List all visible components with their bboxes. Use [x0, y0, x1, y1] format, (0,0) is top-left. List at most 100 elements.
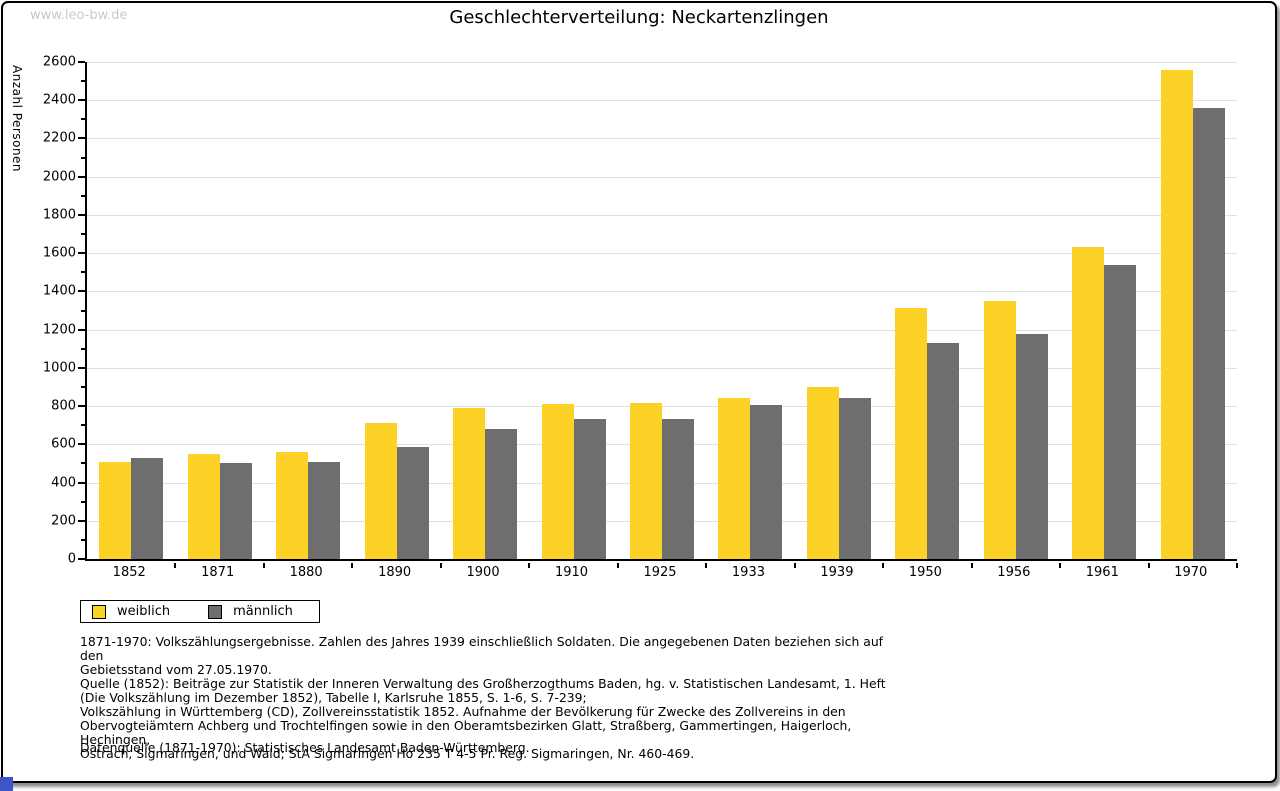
- x-tick-label-1970: 1970: [1174, 565, 1208, 580]
- bar-männlich-1970: [1192, 107, 1225, 559]
- y-tick-label-1400: 1400: [42, 283, 76, 299]
- y-tick-1800: [78, 213, 85, 216]
- footnote-line-4: (Die Volkszählung im Dezember 1852), Tab…: [80, 690, 587, 705]
- y-tick-label-1800: 1800: [42, 207, 76, 223]
- x-tick-label-1871: 1871: [201, 565, 235, 580]
- y-tick-label-400: 400: [51, 475, 76, 491]
- y-tick-label-600: 600: [51, 436, 76, 452]
- bar-männlich-1933: [750, 405, 783, 559]
- y-tick-label-800: 800: [51, 398, 76, 414]
- x-tick-1925: [705, 563, 708, 568]
- footnotes: 1871-1970: Volkszählungsergebnisse. Zahl…: [80, 635, 910, 761]
- bar-männlich-1890: [396, 447, 429, 559]
- y-tick-2500: [81, 80, 85, 83]
- y-tick-label-2400: 2400: [42, 92, 76, 108]
- footnote-line-6: Obervogteiämtern Achberg und Trochtelfin…: [80, 718, 852, 747]
- y-tick-1400: [78, 290, 85, 293]
- y-tick-label-1200: 1200: [42, 322, 76, 338]
- legend-entry-weiblich: weiblich: [92, 604, 170, 619]
- y-tick-200: [78, 519, 85, 522]
- watermark: www.leo-bw.de: [30, 8, 128, 23]
- bar-weiblich-1852: [99, 461, 132, 559]
- y-tick-1500: [81, 271, 85, 274]
- plot-area: [78, 61, 1238, 568]
- x-tick-label-1890: 1890: [378, 565, 412, 580]
- x-tick-1970: [1236, 563, 1238, 568]
- bar-weiblich-1910: [541, 404, 574, 559]
- bar-weiblich-1961: [1072, 247, 1105, 559]
- y-tick-500: [81, 462, 85, 465]
- bar-männlich-1939: [838, 398, 871, 559]
- gridline-1400: [87, 291, 1237, 293]
- bar-männlich-1956: [1015, 334, 1048, 559]
- y-tick-0: [78, 558, 85, 560]
- bar-männlich-1925: [662, 419, 694, 559]
- footnote-line-7: Ostrach, Sigmaringen, und Wald; StA Sigm…: [80, 746, 695, 761]
- gridline-800: [87, 406, 1237, 408]
- x-tick-1939: [882, 563, 885, 568]
- x-tick-1900: [528, 563, 531, 568]
- bar-weiblich-1880: [276, 451, 309, 559]
- y-tick-2000: [78, 175, 85, 178]
- x-tick-label-1880: 1880: [289, 565, 323, 580]
- bar-weiblich-1925: [630, 403, 662, 559]
- x-tick-label-1950: 1950: [908, 565, 942, 580]
- legend: weiblich männlich: [80, 600, 320, 623]
- legend-entry-maennlich: männlich: [208, 604, 293, 619]
- gridline-1600: [87, 253, 1237, 255]
- bar-männlich-1950: [927, 343, 960, 559]
- legend-swatch-weiblich: [92, 604, 106, 619]
- y-tick-label-200: 200: [51, 513, 76, 529]
- footnote-line-3: Quelle (1852): Beiträge zur Statistik de…: [80, 676, 886, 691]
- bar-männlich-1961: [1104, 264, 1137, 559]
- x-axis-tick-labels: 1852 1871 1880 1890 1900 1910 1925 1933 1939 1950…: [85, 565, 1235, 583]
- y-tick-1600: [78, 252, 85, 255]
- y-tick-800: [78, 405, 85, 408]
- y-tick-label-2600: 2600: [42, 54, 76, 70]
- gridline-1000: [87, 367, 1237, 369]
- x-tick-label-1910: 1910: [554, 565, 589, 580]
- y-tick-700: [81, 424, 85, 427]
- x-tick-label-1956: 1956: [997, 565, 1031, 580]
- y-tick-600: [78, 443, 85, 446]
- y-tick-label-1000: 1000: [42, 360, 76, 376]
- bar-weiblich-1933: [718, 398, 751, 559]
- x-tick-1910: [616, 563, 619, 568]
- x-tick-1852: [174, 563, 177, 568]
- x-tick-label-1925: 1925: [643, 565, 677, 580]
- y-tick-2100: [81, 156, 85, 159]
- y-tick-300: [81, 500, 85, 503]
- x-tick-label-1939: 1939: [820, 565, 854, 580]
- bar-männlich-1852: [131, 457, 164, 559]
- x-tick-1871: [262, 563, 265, 568]
- footnote-line-5: Volkszählung in Württemberg (CD), Zollve…: [80, 704, 846, 719]
- gridline-2000: [87, 176, 1237, 178]
- chart-title: Geschlechterverteilung: Neckartenzlingen: [449, 7, 829, 28]
- y-tick-900: [81, 385, 85, 388]
- bar-weiblich-1970: [1160, 69, 1193, 559]
- y-tick-label-1600: 1600: [42, 245, 76, 261]
- bar-weiblich-1871: [187, 453, 220, 559]
- bar-männlich-1880: [308, 461, 341, 559]
- y-tick-100: [81, 538, 85, 541]
- x-tick-1880: [351, 563, 354, 568]
- y-tick-1000: [78, 366, 85, 369]
- gridline-2600: [87, 62, 1237, 63]
- y-tick-400: [78, 481, 85, 484]
- y-axis-title: Anzahl Personen: [10, 65, 24, 173]
- bar-männlich-1910: [573, 419, 606, 559]
- legend-swatch-maennlich: [208, 604, 223, 619]
- x-tick-label-1961: 1961: [1085, 565, 1119, 580]
- gridline-1200: [87, 329, 1237, 331]
- x-tick-1961: [1147, 563, 1150, 568]
- bar-männlich-1871: [219, 463, 252, 559]
- x-tick-1950: [970, 563, 973, 568]
- y-tick-1700: [81, 233, 85, 236]
- gridline-2400: [87, 100, 1237, 102]
- y-tick-2300: [81, 118, 85, 121]
- x-tick-1933: [793, 563, 796, 568]
- x-tick-label-1900: 1900: [466, 565, 500, 580]
- y-tick-label-2200: 2200: [42, 130, 76, 146]
- y-tick-1200: [78, 328, 85, 331]
- footnote-line-1: 1871-1970: Volkszählungsergebnisse. Zahl…: [80, 634, 884, 663]
